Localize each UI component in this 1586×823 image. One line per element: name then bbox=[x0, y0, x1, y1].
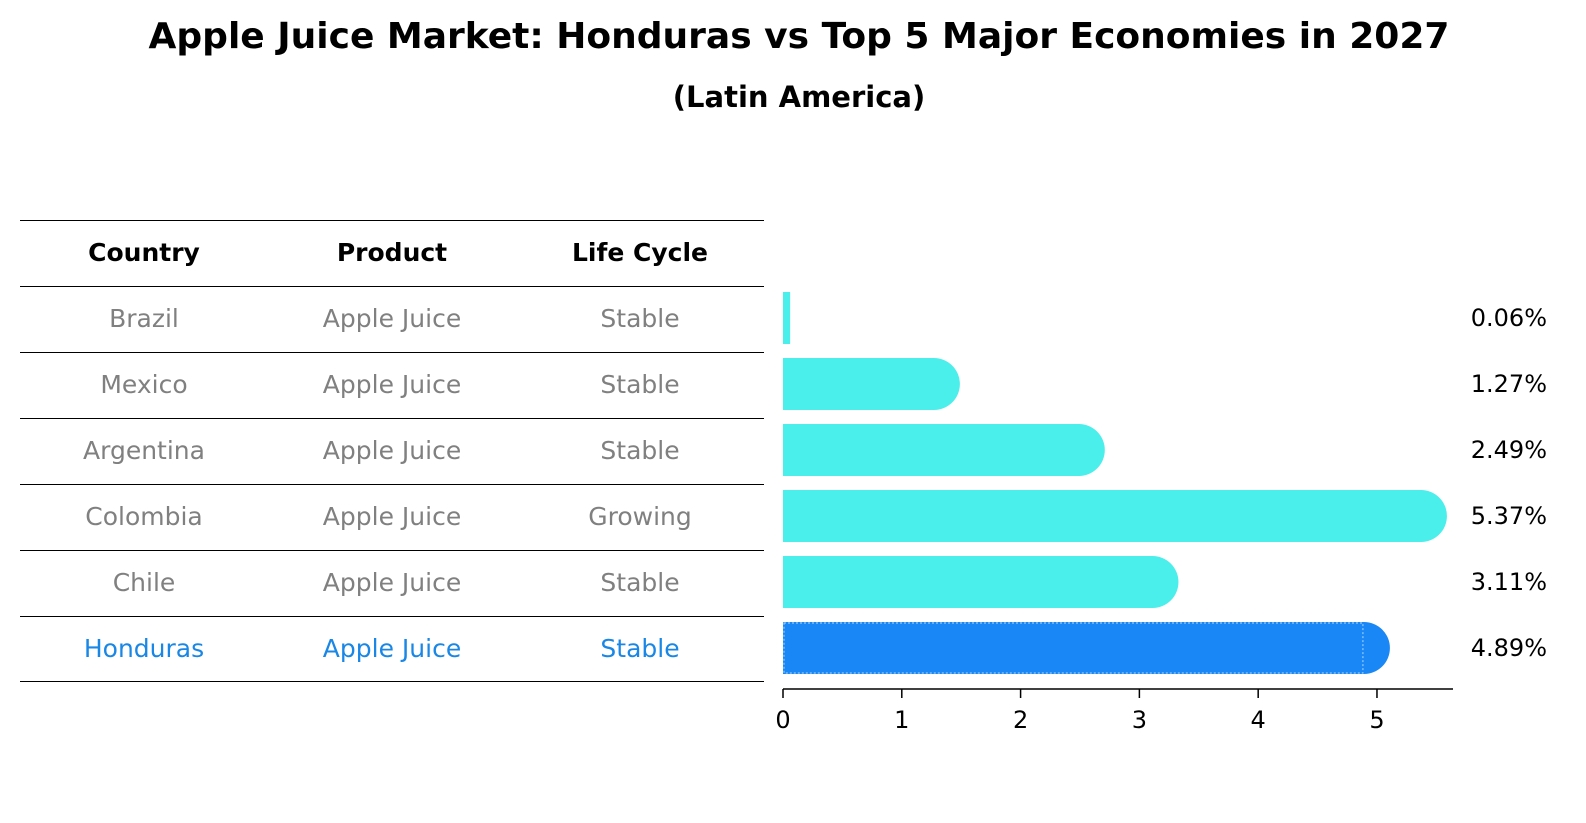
country-table: Country Product Life Cycle Brazil Apple … bbox=[20, 220, 764, 682]
life-cycle-cell: Growing bbox=[588, 502, 692, 531]
bar-argentina bbox=[783, 424, 1105, 476]
bar-mexico bbox=[783, 358, 960, 410]
bar-honduras bbox=[783, 622, 1390, 674]
country-cell: Chile bbox=[112, 568, 176, 597]
table-row: Chile Apple Juice Stable bbox=[20, 550, 764, 616]
header-country: Country bbox=[88, 238, 200, 267]
bar-chile bbox=[783, 556, 1179, 608]
life-cycle-cell: Stable bbox=[600, 634, 680, 663]
table-header-row: Country Product Life Cycle bbox=[20, 220, 764, 286]
x-tick-label: 3 bbox=[1132, 706, 1147, 734]
header-life-cycle: Life Cycle bbox=[571, 238, 709, 267]
value-label-honduras: 4.89% bbox=[1471, 634, 1547, 662]
product-cell: Apple Juice bbox=[322, 370, 462, 399]
x-tick-label: 1 bbox=[894, 706, 909, 734]
product-cell: Apple Juice bbox=[322, 502, 462, 531]
table-row: Mexico Apple Juice Stable bbox=[20, 352, 764, 418]
bar-brazil bbox=[783, 292, 791, 344]
life-cycle-cell: Stable bbox=[600, 568, 680, 597]
x-tick-label: 5 bbox=[1369, 706, 1384, 734]
product-cell: Apple Juice bbox=[322, 568, 462, 597]
life-cycle-cell: Stable bbox=[600, 304, 680, 333]
x-tick-label: 0 bbox=[775, 706, 790, 734]
x-tick-label: 4 bbox=[1251, 706, 1266, 734]
life-cycle-cell: Stable bbox=[600, 436, 680, 465]
table-row: Brazil Apple Juice Stable bbox=[20, 286, 764, 352]
bar-colombia bbox=[783, 490, 1447, 542]
chart-title: Apple Juice Market: Honduras vs Top 5 Ma… bbox=[148, 16, 1450, 57]
table-row-highlighted: Honduras Apple Juice Stable bbox=[20, 616, 764, 682]
value-label-chile: 3.11% bbox=[1471, 568, 1547, 596]
header-product: Product bbox=[336, 238, 448, 267]
highlight-bar-outline bbox=[783, 622, 1364, 674]
country-cell: Argentina bbox=[83, 436, 205, 465]
table-row: Argentina Apple Juice Stable bbox=[20, 418, 764, 484]
product-cell: Apple Juice bbox=[322, 634, 462, 663]
country-cell: Mexico bbox=[100, 370, 188, 399]
country-cell: Honduras bbox=[83, 634, 205, 663]
x-tick-label: 2 bbox=[1013, 706, 1028, 734]
product-cell: Apple Juice bbox=[322, 304, 462, 333]
table-row: Colombia Apple Juice Growing bbox=[20, 484, 764, 550]
country-cell: Brazil bbox=[109, 304, 179, 333]
value-label-colombia: 5.37% bbox=[1471, 502, 1547, 530]
chart-subtitle: (Latin America) bbox=[672, 80, 926, 114]
value-label-mexico: 1.27% bbox=[1471, 370, 1547, 398]
product-cell: Apple Juice bbox=[322, 436, 462, 465]
life-cycle-cell: Stable bbox=[600, 370, 680, 399]
country-cell: Colombia bbox=[85, 502, 203, 531]
value-label-brazil: 0.06% bbox=[1471, 304, 1547, 332]
value-label-argentina: 2.49% bbox=[1471, 436, 1547, 464]
